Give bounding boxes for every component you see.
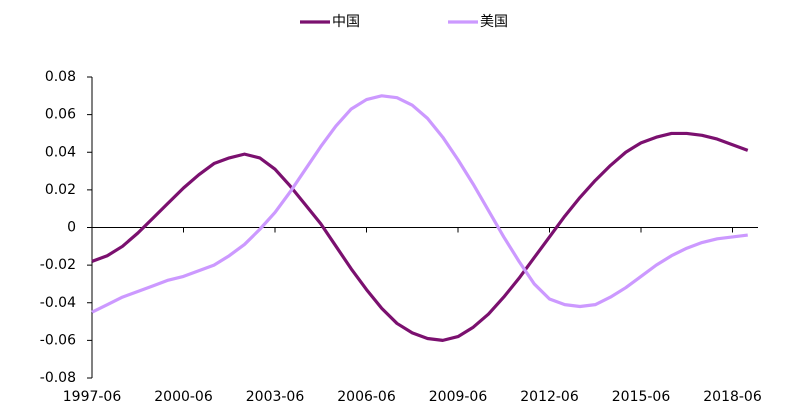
y-tick-label: -0.04 <box>40 295 76 311</box>
legend-label: 中国 <box>332 14 360 30</box>
x-tick-label: 2012-06 <box>520 389 579 404</box>
y-tick-label: -0.08 <box>40 370 76 386</box>
y-tick-label: 0.06 <box>45 107 76 123</box>
line <box>91 131 749 342</box>
y-tick-label: -0.06 <box>40 332 76 348</box>
x-tick-label: 2006-06 <box>337 389 396 404</box>
x-tick-label: 2000-06 <box>154 389 213 404</box>
y-tick-label: 0.02 <box>45 182 76 198</box>
line <box>91 94 748 314</box>
x-tick-label: 1997-06 <box>63 389 122 404</box>
y-tick-label: -0.02 <box>40 257 76 273</box>
x-tick-label: 2015-06 <box>612 389 671 404</box>
x-tick-label: 2003-06 <box>246 389 305 404</box>
y-tick-label: 0.08 <box>45 69 76 85</box>
legend-label: 美国 <box>480 14 508 30</box>
y-tick-label: 0.04 <box>45 144 76 160</box>
x-tick-label: 2009-06 <box>429 389 488 404</box>
x-tick-label: 2018-06 <box>703 389 762 404</box>
y-tick-label: 0 <box>67 220 76 236</box>
